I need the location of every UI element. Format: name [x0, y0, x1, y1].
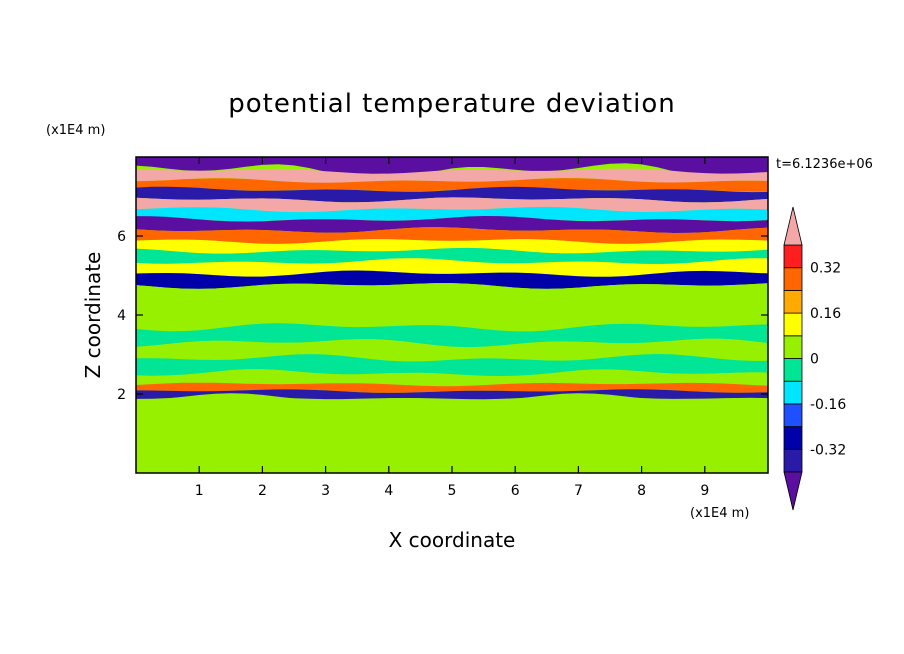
contour-field	[136, 157, 768, 473]
colorbar-swatch	[783, 358, 803, 382]
contour-band	[136, 258, 768, 277]
x-tick-label: 8	[637, 483, 646, 499]
x-axis-ticks: 1 2 3 4 5 6 7 8 9	[195, 157, 709, 499]
contour-band	[136, 197, 768, 213]
contour-band	[136, 239, 768, 254]
y-tick-label: 2	[117, 387, 126, 403]
colorbar: 0.32 0.16 0 -0.16 -0.32	[783, 206, 846, 511]
colorbar-swatch	[783, 267, 803, 291]
colorbar-swatch	[783, 448, 803, 473]
time-label: t=6.1236e+06	[776, 157, 873, 172]
x-tick-label: 4	[384, 483, 393, 499]
contour-band	[136, 186, 768, 203]
contour-band	[136, 206, 768, 222]
contour-band	[136, 293, 768, 315]
colorbar-tick-label: 0.16	[810, 306, 841, 322]
contour-band	[136, 354, 768, 377]
colorbar-extend-min	[783, 471, 803, 511]
contour-band	[136, 227, 768, 245]
x-unit-label: (x1E4 m)	[690, 506, 749, 521]
colorbar-swatch	[783, 244, 803, 269]
contour-band	[136, 216, 768, 233]
contour-band	[136, 283, 768, 301]
contour-band	[136, 270, 768, 289]
colorbar-swatch	[783, 426, 803, 450]
y-axis-ticks: 2 4 6	[117, 229, 768, 403]
colorbar-swatch	[783, 289, 803, 314]
colorbar-swatch	[783, 403, 803, 427]
x-tick-label: 5	[448, 483, 457, 499]
y-tick-label: 4	[117, 308, 126, 324]
x-tick-label: 7	[574, 483, 583, 499]
contour-band	[136, 168, 768, 183]
x-tick-label: 3	[321, 483, 330, 499]
colorbar-tick-label: 0	[810, 352, 819, 368]
colorbar-swatch	[783, 335, 803, 359]
colorbar-tick-label: -0.32	[810, 442, 846, 458]
contour-band	[136, 433, 768, 464]
colorbar-swatch	[783, 312, 803, 337]
x-tick-label: 2	[258, 483, 267, 499]
x-tick-label: 9	[700, 483, 709, 499]
contour-band	[136, 306, 768, 332]
y-axis-label: Z coordinate	[81, 252, 105, 379]
contour-band	[136, 247, 768, 264]
contour-band	[136, 370, 768, 388]
contour-band	[136, 338, 768, 362]
colorbar-swatch	[783, 380, 803, 405]
chart-title: potential temperature deviation	[228, 89, 675, 119]
x-tick-label: 6	[511, 483, 520, 499]
contour-band	[136, 178, 768, 192]
colorbar-extend-max	[783, 206, 803, 246]
contour-band	[136, 393, 768, 419]
contour-band	[136, 323, 768, 348]
x-axis-label: X coordinate	[389, 528, 516, 552]
colorbar-tick-label: 0.32	[810, 261, 841, 277]
colorbar-tick-label: -0.16	[810, 397, 846, 413]
y-unit-label: (x1E4 m)	[46, 123, 105, 138]
y-tick-label: 6	[117, 229, 126, 245]
contour-band	[136, 382, 768, 393]
contour-band	[136, 157, 768, 181]
contour-band	[136, 407, 768, 445]
contour-band	[136, 448, 768, 473]
x-tick-label: 1	[195, 483, 204, 499]
contour-band	[136, 389, 768, 400]
